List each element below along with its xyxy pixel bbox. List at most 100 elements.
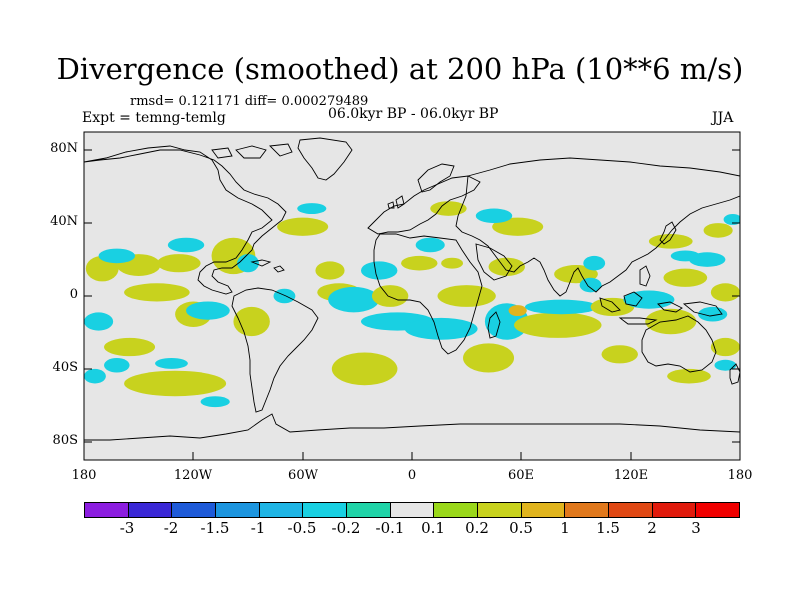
- colorbar-bin: [172, 503, 217, 517]
- divergence-patch-negative: [167, 237, 205, 253]
- season-label: JJA: [712, 110, 734, 126]
- colorbar-bin: [696, 503, 740, 517]
- divergence-patch-positive: [331, 352, 398, 386]
- divergence-patch-negative: [186, 301, 230, 320]
- divergence-patch-positive: [645, 308, 697, 335]
- coastline-new-zealand: [729, 363, 740, 385]
- divergence-patch-positive: [710, 283, 740, 302]
- colorbar-label: -0.1: [375, 519, 405, 537]
- colorbar-label: 1.5: [596, 519, 620, 537]
- coastlines: [84, 137, 740, 441]
- divergence-patch-positive: [492, 217, 544, 236]
- coastline-antarctica: [84, 413, 740, 441]
- divergence-patch-negative: [623, 290, 675, 309]
- colorbar-bin: [303, 503, 348, 517]
- divergence-patch-positive: [710, 337, 740, 357]
- colorbar-label: 2: [647, 519, 657, 537]
- colorbar-bin: [521, 503, 566, 517]
- divergence-patch-positive: [703, 223, 733, 238]
- divergence-patch-negative: [200, 396, 230, 408]
- coastline-greenland: [297, 137, 353, 181]
- divergence-patch-negative: [415, 237, 445, 253]
- coastline-arabia: [475, 243, 513, 281]
- colorbar-bin: [259, 503, 304, 517]
- divergence-patch-negative: [360, 261, 398, 280]
- coastline-australia: [641, 315, 717, 373]
- divergence-patch-negative: [273, 288, 296, 304]
- divergence-patch-positive: [124, 283, 190, 302]
- x-tick-label: 120E: [613, 468, 649, 483]
- divergence-patch-positive: [508, 305, 527, 317]
- divergence-patch-positive: [124, 370, 227, 397]
- divergence-patch-positive: [667, 368, 711, 384]
- divergence-patch-negative: [98, 248, 136, 264]
- coastline-north-america: [84, 145, 287, 295]
- divergence-patch-negative: [524, 299, 598, 315]
- y-tick-label: 80S: [52, 433, 78, 448]
- experiment-label: Expt = temng-temlg: [82, 110, 226, 126]
- divergence-field: [84, 201, 740, 408]
- divergence-patch-positive: [233, 306, 270, 337]
- colorbar-bin: [390, 503, 435, 517]
- divergence-patch-negative: [723, 214, 740, 225]
- coastline-africa: [373, 233, 483, 355]
- divergence-patch-negative: [297, 203, 327, 215]
- colorbar-label: -0.2: [331, 519, 361, 537]
- divergence-patch-negative: [104, 357, 130, 373]
- coastline-japan: [659, 221, 677, 245]
- y-tick-label: 40S: [52, 360, 78, 375]
- coastline-caribbean: [250, 259, 285, 273]
- colorbar-bin: [216, 503, 260, 517]
- coastline-british-isles: [387, 195, 405, 209]
- coastline-madagascar: [487, 311, 501, 339]
- divergence-patch-positive: [514, 312, 602, 338]
- colorbar-label: -0.5: [287, 519, 317, 537]
- plot-title: Divergence (smoothed) at 200 hPa (10**6 …: [56, 52, 744, 86]
- colorbar-bin: [478, 503, 522, 517]
- coastline-south-america: [231, 287, 319, 413]
- colorbar-bin: [565, 503, 610, 517]
- divergence-patch-positive: [277, 217, 329, 236]
- x-tick-label: 180: [71, 468, 97, 483]
- colorbar-label: 0.1: [421, 519, 445, 537]
- coastline-asia: [455, 157, 740, 297]
- divergence-patch-positive: [437, 285, 496, 307]
- colorbar-bin: [609, 503, 653, 517]
- divergence-patch-positive: [430, 201, 467, 216]
- divergence-patch-negative: [155, 357, 188, 369]
- colorbar-label: 1: [560, 519, 570, 537]
- colorbar-bin: [652, 503, 697, 517]
- y-tick-label: 40N: [50, 214, 78, 229]
- divergence-patch-positive: [156, 254, 201, 273]
- divergence-patch-negative: [583, 255, 606, 271]
- divergence-patch-positive: [104, 337, 156, 357]
- period-label: 06.0kyr BP - 06.0kyr BP: [328, 106, 499, 122]
- divergence-patch-negative: [475, 208, 513, 224]
- colorbar-bin: [85, 503, 129, 517]
- colorbar-label: -1.5: [200, 519, 230, 537]
- colorbar-label: 0.5: [509, 519, 533, 537]
- colorbar-bin: [434, 503, 479, 517]
- colorbar-label: 0.2: [465, 519, 489, 537]
- colorbar-label: -3: [119, 519, 135, 537]
- divergence-patch-positive: [601, 345, 638, 364]
- divergence-patch-negative: [404, 317, 478, 340]
- colorbar: [84, 502, 740, 518]
- colorbar-bin: [128, 503, 173, 517]
- divergence-patch-negative: [237, 254, 259, 273]
- divergence-patch-positive: [463, 343, 515, 373]
- divergence-patch-positive: [401, 255, 438, 271]
- divergence-patch-negative: [84, 312, 114, 331]
- coastline-philippines: [639, 265, 651, 287]
- divergence-patch-positive: [648, 234, 693, 249]
- y-tick-label: 0: [69, 287, 78, 302]
- colorbar-label: 3: [691, 519, 701, 537]
- divergence-patch-positive: [441, 257, 464, 269]
- coastline-indonesia: [599, 291, 683, 325]
- coastline-new-guinea: [682, 301, 723, 317]
- coastline-europe: [367, 175, 481, 235]
- divergence-patch-negative: [328, 286, 380, 313]
- divergence-patch-negative: [670, 250, 700, 262]
- divergence-patch-negative: [84, 368, 106, 384]
